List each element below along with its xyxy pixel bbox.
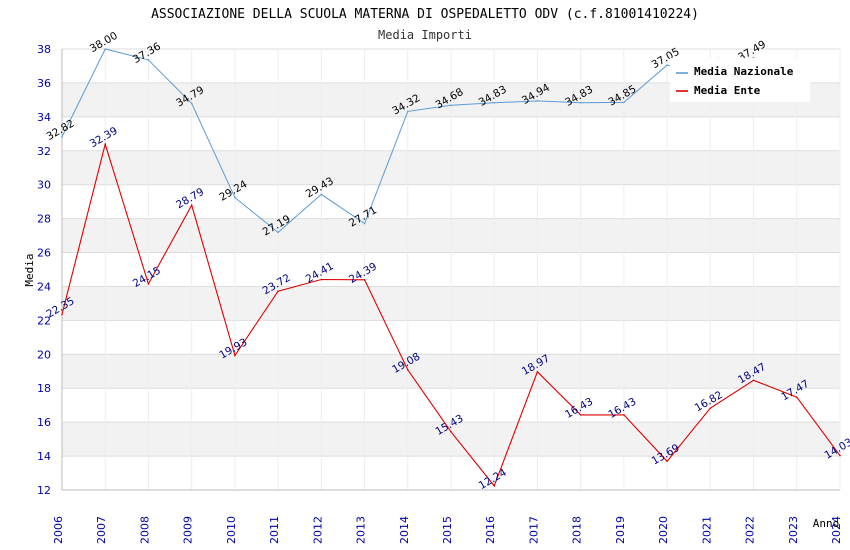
y-tick-label: 18 bbox=[37, 382, 51, 395]
legend: Media Nazionale Media Ente bbox=[670, 58, 810, 102]
data-point-media-ente bbox=[190, 204, 193, 207]
data-point-media-ente bbox=[61, 313, 63, 316]
data-point-media-nazionale bbox=[61, 136, 63, 138]
data-point-media-nazionale bbox=[104, 48, 107, 50]
data-point-media-ente bbox=[666, 460, 668, 463]
x-tick-label: 2010 bbox=[225, 516, 238, 544]
x-tick-label: 2012 bbox=[311, 516, 324, 544]
data-label-media-ente: 24.41 bbox=[304, 260, 336, 285]
legend-label-media-nazionale: Media Nazionale bbox=[694, 65, 794, 78]
x-tick-label: 2008 bbox=[138, 516, 151, 544]
axes bbox=[61, 49, 840, 491]
y-tick-label: 34 bbox=[37, 111, 51, 124]
data-label-media-ente: 32.39 bbox=[88, 125, 120, 150]
data-label-media-ente: 16.43 bbox=[606, 396, 638, 421]
y-tick-label: 30 bbox=[37, 179, 51, 192]
x-tick-label: 2023 bbox=[787, 516, 800, 544]
data-point-media-ente bbox=[320, 278, 323, 281]
gridlines bbox=[61, 48, 841, 491]
data-point-media-ente bbox=[147, 283, 150, 285]
data-point-media-ente bbox=[579, 414, 582, 416]
data-point-media-nazionale bbox=[320, 193, 323, 196]
data-point-media-ente bbox=[234, 354, 236, 357]
data-point-media-nazionale bbox=[147, 59, 150, 61]
data-point-media-nazionale bbox=[363, 222, 366, 225]
data-point-media-ente bbox=[536, 370, 539, 373]
data-point-media-nazionale bbox=[190, 102, 193, 105]
y-tick-label: 12 bbox=[37, 484, 51, 497]
data-point-media-nazionale bbox=[579, 101, 582, 104]
x-tick-label: 2018 bbox=[571, 516, 584, 544]
data-point-media-nazionale bbox=[623, 101, 625, 104]
x-tick-labels: 2006 2007 2008 2009 2010 2011 2012 2013 2014 2015… bbox=[52, 516, 843, 544]
data-point-media-nazionale bbox=[406, 110, 409, 113]
x-tick-label: 2024 bbox=[830, 516, 843, 544]
chart-title: ASSOCIAZIONE DELLA SCUOLA MATERNA DI OSP… bbox=[151, 7, 699, 22]
y-tick-label: 22 bbox=[37, 314, 51, 327]
x-tick-label: 2017 bbox=[527, 516, 540, 544]
x-axis-label: Anno bbox=[813, 517, 840, 530]
data-label-media-nazionale: 37.36 bbox=[131, 40, 163, 66]
y-tick-label: 32 bbox=[37, 145, 51, 158]
legend-box bbox=[670, 58, 810, 102]
x-tick-label: 2007 bbox=[95, 516, 108, 544]
y-tick-label: 16 bbox=[37, 416, 51, 429]
data-point-media-ente bbox=[104, 143, 107, 145]
y-tick-labels: 12 14 16 18 20 22 24 26 28 30 32 34 36 38 bbox=[37, 43, 51, 497]
y-tick-label: 36 bbox=[37, 77, 51, 90]
y-tick-label: 24 bbox=[37, 280, 51, 293]
y-tick-label: 26 bbox=[37, 247, 51, 260]
x-tick-label: 2006 bbox=[52, 516, 65, 544]
data-point-media-nazionale bbox=[277, 231, 279, 234]
y-tick-label: 28 bbox=[37, 213, 51, 226]
y-tick-label: 20 bbox=[37, 348, 51, 361]
x-tick-label: 2016 bbox=[484, 516, 497, 544]
x-tick-label: 2011 bbox=[268, 516, 281, 544]
data-point-media-ente bbox=[277, 290, 279, 293]
data-point-media-ente bbox=[752, 379, 755, 382]
y-tick-label: 14 bbox=[37, 450, 51, 463]
data-point-media-ente bbox=[406, 369, 409, 371]
x-tick-label: 2009 bbox=[182, 516, 195, 544]
data-point-media-ente bbox=[450, 431, 452, 433]
y-tick-label: 38 bbox=[37, 43, 51, 56]
x-tick-label: 2020 bbox=[657, 516, 670, 544]
data-point-media-nazionale bbox=[234, 196, 236, 199]
x-tick-label: 2022 bbox=[744, 516, 757, 544]
data-point-media-nazionale bbox=[450, 104, 452, 107]
y-axis-label: Media bbox=[23, 253, 36, 286]
data-point-media-nazionale bbox=[666, 64, 668, 66]
x-tick-label: 2015 bbox=[441, 516, 454, 544]
data-point-media-ente bbox=[709, 407, 712, 410]
data-point-media-ente bbox=[363, 279, 366, 281]
x-tick-label: 2013 bbox=[355, 516, 368, 544]
data-point-media-ente bbox=[493, 485, 496, 487]
data-label-media-ente: 24.39 bbox=[347, 261, 379, 286]
data-point-media-nazionale bbox=[493, 101, 496, 104]
data-point-media-ente bbox=[795, 396, 798, 399]
data-label-media-ente: 16.43 bbox=[563, 396, 595, 421]
data-point-media-nazionale bbox=[536, 100, 539, 102]
x-tick-label: 2014 bbox=[398, 516, 411, 544]
chart-subtitle: Media Importi bbox=[378, 28, 472, 42]
x-tick-label: 2019 bbox=[614, 516, 627, 544]
data-point-media-ente bbox=[623, 414, 625, 416]
legend-label-media-ente: Media Ente bbox=[694, 84, 761, 97]
x-tick-label: 2021 bbox=[700, 516, 713, 544]
series-layer bbox=[61, 48, 841, 487]
data-point-media-ente bbox=[839, 454, 841, 457]
